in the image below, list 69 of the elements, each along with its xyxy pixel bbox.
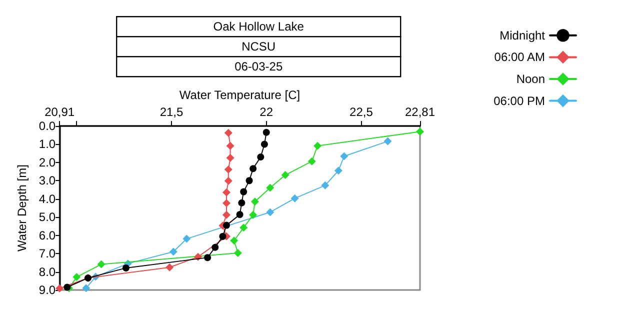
point [240, 188, 248, 196]
point [226, 154, 234, 162]
point [219, 232, 226, 240]
point [224, 166, 232, 174]
point [238, 199, 246, 206]
x-tick-label: 22,5 [350, 105, 374, 119]
point [222, 188, 231, 196]
point [308, 157, 316, 166]
legend-label: 06:00 AM [494, 50, 545, 64]
point [384, 137, 392, 146]
point [169, 248, 178, 256]
point [224, 128, 232, 137]
x-tick-label: 20,91 [44, 105, 75, 119]
point [334, 166, 342, 175]
y-tick-label: 4.0 [38, 192, 56, 206]
y-tick-label: 8.0 [38, 264, 56, 279]
point [204, 254, 212, 262]
point [249, 210, 258, 219]
point [56, 284, 64, 292]
x-tick-label: 22 [260, 105, 274, 119]
x-tick-label: 21,5 [160, 105, 184, 119]
point [246, 177, 253, 184]
point [250, 165, 257, 172]
point [262, 128, 270, 136]
point [222, 199, 231, 208]
point [82, 284, 90, 292]
point [257, 153, 264, 160]
point [416, 128, 424, 136]
y-tick-label: 3.0 [38, 174, 56, 188]
y-tick-label: 5.0 [38, 210, 56, 224]
point [234, 249, 242, 258]
point [97, 260, 106, 268]
x-axis-title: Water Temperature [C] [179, 88, 300, 102]
point [223, 222, 230, 229]
point [72, 273, 81, 282]
y-tick-label: 2.0 [38, 155, 56, 170]
y-tick-label: 1.0 [38, 137, 56, 152]
point [236, 211, 244, 218]
point [250, 198, 259, 206]
point [266, 184, 274, 192]
point [340, 152, 348, 160]
legend-label: 06:00 PM [494, 94, 545, 108]
point [240, 224, 248, 232]
point [122, 264, 130, 272]
y-tick-label: 9.0 [38, 283, 56, 297]
point [64, 284, 71, 291]
point [226, 142, 234, 150]
y-tick-label: 7.0 [38, 246, 56, 261]
point [314, 142, 322, 150]
point [281, 171, 290, 180]
point [182, 234, 191, 243]
point [212, 244, 219, 251]
point [260, 140, 268, 148]
point [224, 176, 232, 185]
y-axis-title: Water Depth [m] [15, 164, 29, 252]
x-tick-label: 22,81 [404, 105, 436, 119]
point [266, 208, 274, 216]
chart-title: Oak Hollow Lake [213, 20, 304, 34]
point [290, 194, 299, 202]
point [166, 263, 174, 272]
point [230, 236, 238, 245]
text: 06-03-25 [234, 60, 283, 74]
chart-subtitle: NCSU [242, 40, 276, 54]
legend-label: Noon [516, 72, 545, 86]
y-tick-label: 6.0 [38, 228, 56, 242]
y-tick-label: 0.0 [38, 119, 56, 133]
legend-label: Midnight [500, 28, 546, 42]
point [321, 181, 330, 190]
point [222, 210, 231, 219]
